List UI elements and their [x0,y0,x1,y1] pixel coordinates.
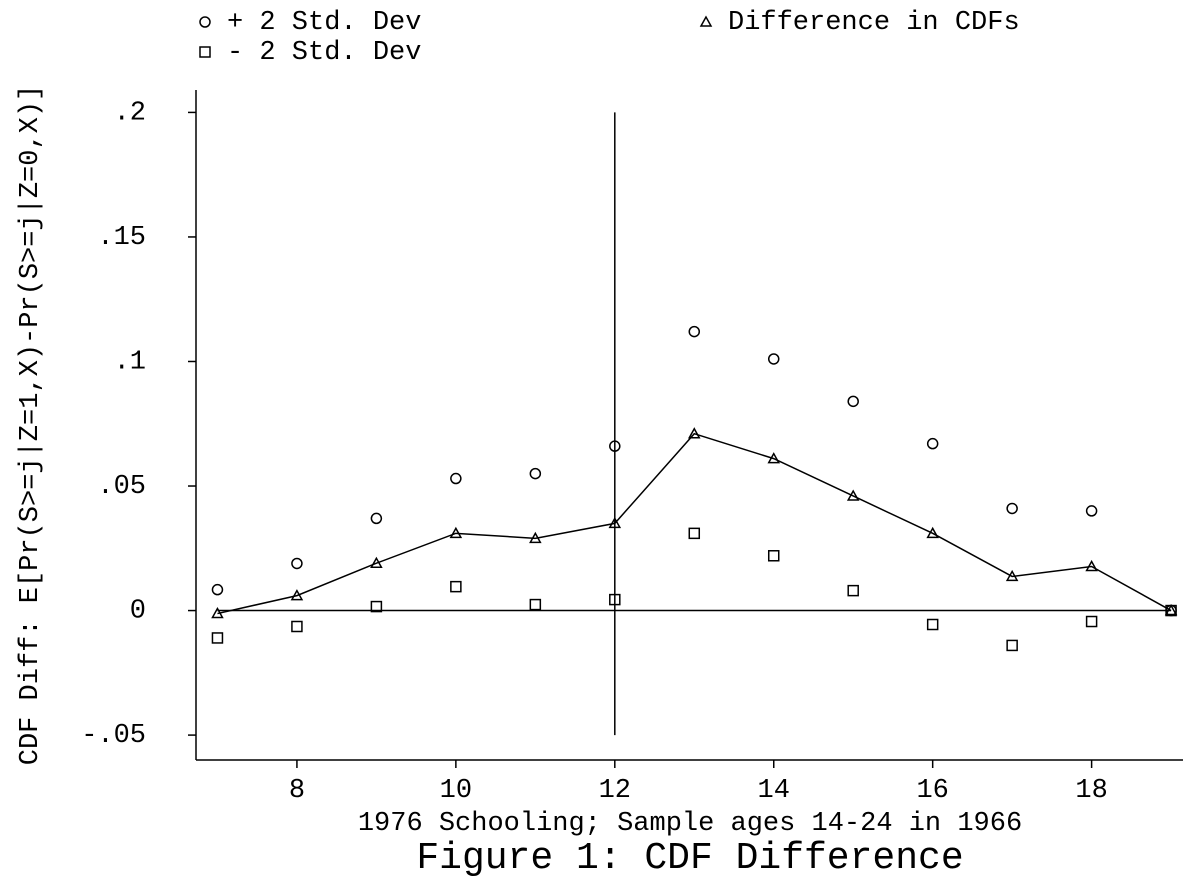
legend-label: - 2 Std. Dev [227,38,421,68]
data-point [211,607,224,619]
legend-marker [699,15,713,27]
data-point [688,527,701,540]
data-point [847,584,859,597]
data-point [926,618,939,631]
x-tick-label: 12 [599,776,631,806]
data-point [370,512,383,525]
data-point [767,550,780,562]
data-point [767,452,781,464]
data-point [767,353,780,365]
legend-label: + 2 Std. Dev [227,8,421,38]
data-point [608,516,622,529]
x-tick-label: 16 [916,776,948,806]
y-tick-label: .15 [97,223,146,253]
data-point [926,437,939,450]
chart-title: Figure 1: CDF Difference [416,837,963,880]
y-tick-label: 0 [130,597,146,627]
legend-marker [199,16,211,28]
data-point [449,526,463,539]
data-point [1085,615,1098,628]
data-point [211,583,224,596]
series-line [217,432,1172,615]
y-tick-label: -.05 [81,721,146,751]
data-point [1085,559,1098,572]
data-point [688,325,701,338]
data-point [847,395,859,408]
data-point [291,557,303,570]
data-point [370,556,383,568]
x-tick-label: 18 [1075,776,1107,806]
x-tick-label: 8 [289,776,305,806]
y-tick-label: .1 [114,348,146,378]
data-point [1085,505,1098,517]
data-point [529,467,542,480]
data-point [609,440,621,452]
y-tick-label: .05 [97,472,146,502]
data-point [1164,604,1178,616]
x-axis-label: 1976 Schooling; Sample ages 14-24 in 196… [358,809,1022,839]
x-tick-label: 14 [758,776,790,806]
x-tick-label: 10 [440,776,472,806]
y-tick-label: .2 [114,99,146,129]
data-point [529,531,542,544]
data-point [211,632,224,644]
data-point [291,620,303,633]
data-point [609,593,621,606]
data-point [1005,569,1019,582]
data-point [450,580,462,593]
data-point [1006,639,1018,652]
y-axis-label: CDF Diff: E[Pr(S>=j|Z=1,X)-Pr(S>=j|Z=0,X… [16,85,46,766]
data-point [290,589,304,601]
data-point [926,526,939,539]
legend-marker [199,46,211,58]
legend-label: Difference in CDFs [728,8,1020,38]
data-point [1006,502,1018,515]
data-point [529,598,542,611]
data-point [450,472,462,485]
data-point [687,427,701,439]
data-point [370,600,383,613]
data-point [846,489,860,501]
